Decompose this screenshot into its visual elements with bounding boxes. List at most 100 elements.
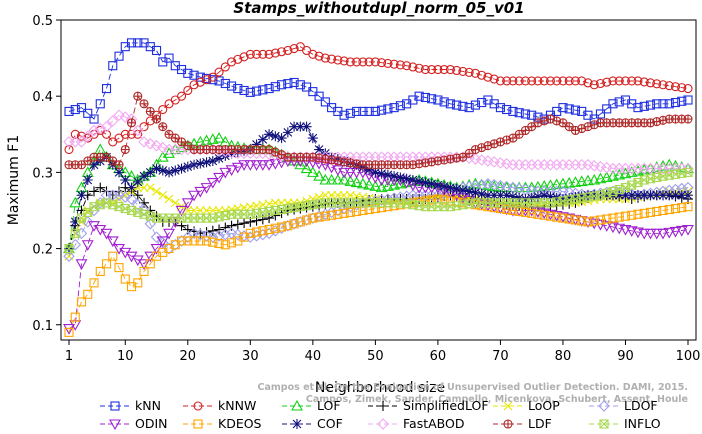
data-point <box>520 76 530 86</box>
data-point <box>75 136 88 148</box>
data-point <box>126 182 137 193</box>
data-point <box>133 92 142 101</box>
data-point <box>195 206 205 215</box>
data-point <box>364 204 374 215</box>
data-point <box>614 76 624 86</box>
data-point <box>250 160 263 171</box>
data-point <box>582 174 594 186</box>
data-point <box>558 118 568 128</box>
data-point <box>601 190 612 201</box>
data-point <box>302 215 312 225</box>
data-point <box>244 160 257 171</box>
legend-item: SimplifiedLOF <box>368 398 489 413</box>
data-point <box>277 47 287 57</box>
data-point <box>133 278 143 288</box>
data-point <box>676 190 687 201</box>
data-point <box>277 204 287 215</box>
legend-label: ODIN <box>135 416 168 431</box>
data-point <box>532 191 543 202</box>
data-point <box>264 49 274 59</box>
data-point <box>420 196 430 206</box>
data-point <box>81 240 94 251</box>
data-point <box>202 236 212 246</box>
data-point <box>464 199 474 209</box>
data-point <box>283 45 293 56</box>
data-point <box>214 224 225 235</box>
data-point <box>114 51 124 61</box>
y-axis-title: Maximum F1 <box>6 135 22 225</box>
data-point <box>395 198 405 208</box>
data-point <box>408 62 418 72</box>
data-point <box>395 60 405 70</box>
data-point <box>627 210 637 220</box>
data-point <box>269 225 282 237</box>
data-point <box>295 121 306 132</box>
data-point <box>170 165 181 176</box>
watermark-line-1: Campos et al. On the Evaluation of Unsup… <box>258 382 688 393</box>
data-point <box>139 171 150 182</box>
data-point <box>257 228 269 241</box>
data-point <box>370 204 380 214</box>
data-point <box>258 49 268 59</box>
data-point <box>270 131 281 142</box>
data-point <box>352 198 362 208</box>
data-point <box>495 103 505 113</box>
data-point <box>133 38 143 48</box>
data-point <box>552 76 562 86</box>
data-point <box>125 170 138 181</box>
data-point <box>504 420 512 428</box>
data-point <box>333 55 343 65</box>
data-point <box>289 121 300 132</box>
data-point <box>477 97 487 108</box>
data-point <box>664 190 675 201</box>
data-point <box>126 38 137 48</box>
data-point <box>302 215 312 225</box>
data-point <box>576 191 587 202</box>
data-point <box>106 115 119 127</box>
data-point <box>252 49 262 59</box>
data-point <box>64 144 74 155</box>
data-point <box>232 219 243 230</box>
legend-label: SimplifiedLOF <box>403 398 489 413</box>
data-point <box>545 76 555 86</box>
data-point <box>402 61 412 71</box>
data-point <box>194 186 207 198</box>
data-point <box>477 198 487 208</box>
data-point <box>70 104 80 115</box>
data-point <box>245 87 255 97</box>
data-point <box>189 236 199 246</box>
data-point <box>207 225 218 236</box>
data-point <box>194 228 207 241</box>
data-point <box>101 129 112 139</box>
data-point <box>132 190 143 201</box>
data-point <box>683 202 693 212</box>
data-point <box>420 177 431 188</box>
data-point <box>345 108 355 118</box>
data-point <box>231 162 244 174</box>
data-point <box>477 70 487 80</box>
data-point <box>252 227 262 237</box>
data-point <box>420 64 430 75</box>
data-point <box>214 67 224 77</box>
data-point <box>327 54 337 64</box>
data-point <box>239 209 249 219</box>
data-point <box>292 419 302 429</box>
data-point <box>420 92 430 103</box>
data-point <box>219 228 232 241</box>
data-point <box>508 76 518 86</box>
data-point <box>458 66 468 76</box>
data-point <box>213 131 225 143</box>
data-point <box>327 198 337 208</box>
data-point <box>320 199 331 210</box>
data-point <box>345 57 355 67</box>
data-point <box>188 190 200 202</box>
data-point <box>352 106 362 116</box>
legend-item: ODIN <box>100 416 168 431</box>
data-point <box>652 99 662 109</box>
data-point <box>356 177 369 189</box>
data-point <box>344 175 357 186</box>
y-tick-label: 0.5 <box>32 14 53 29</box>
data-point <box>256 160 269 171</box>
data-point <box>402 199 412 209</box>
data-point <box>382 193 394 205</box>
